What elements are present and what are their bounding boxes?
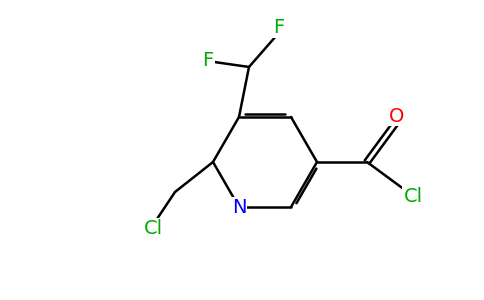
Text: O: O — [389, 106, 405, 125]
Text: F: F — [202, 52, 213, 70]
Text: F: F — [273, 19, 285, 38]
Text: N: N — [232, 197, 246, 217]
Text: Cl: Cl — [143, 218, 163, 238]
Text: Cl: Cl — [404, 187, 423, 206]
